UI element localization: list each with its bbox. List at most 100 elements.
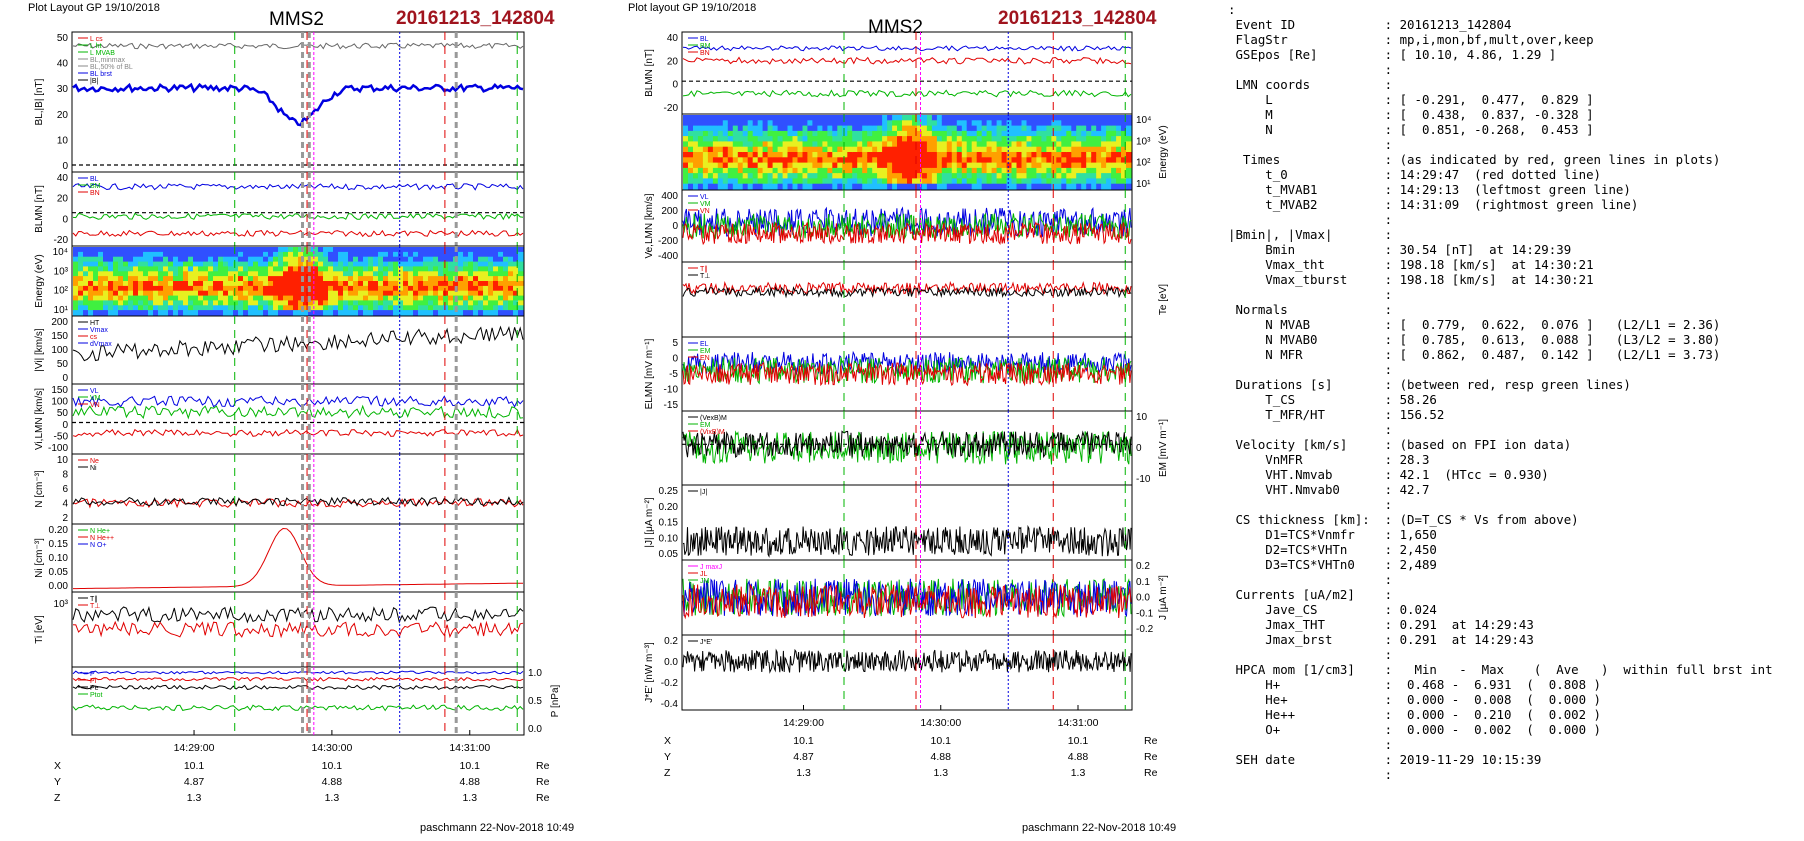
spectro-cell [717, 162, 724, 169]
legend-entry: JM [700, 578, 710, 585]
spectro-cell [373, 305, 379, 311]
spectro-cell [393, 310, 399, 316]
spectro-cell [73, 266, 79, 272]
spectro-cell [428, 290, 434, 297]
spectro-cell [693, 115, 699, 121]
spectro-cell [787, 130, 793, 137]
tick-label: 10⁴ [53, 247, 68, 258]
spectro-cell [193, 256, 199, 263]
tick-label: 400 [661, 191, 678, 202]
spectro-cell [1021, 115, 1027, 121]
spectro-cell [488, 285, 494, 292]
spectro-cell [877, 120, 883, 127]
spectro-cell [293, 271, 299, 277]
spectro-cell [897, 115, 903, 121]
spectro-cell [298, 251, 304, 258]
coord-unit: Re [1144, 767, 1158, 779]
spectro-cell [777, 183, 784, 190]
spectro-cell [936, 152, 943, 158]
spectro-cell [777, 115, 784, 121]
tick-label: 0 [672, 80, 678, 91]
spectro-cell [892, 120, 898, 127]
spectro-cell [742, 167, 749, 174]
spectro-cell [318, 261, 324, 267]
spectro-cell [293, 290, 299, 297]
spectro-cell [1086, 115, 1092, 121]
panel-frame [681, 634, 1133, 711]
spectro-cell [1121, 146, 1127, 153]
spectro-cell [1086, 178, 1092, 185]
spectro-cell [847, 173, 853, 179]
spectro-cell [148, 256, 154, 263]
spectro-cell [418, 251, 424, 258]
spectro-cell [926, 141, 933, 148]
axis-label: Te [eV] [1158, 284, 1169, 315]
spectro-cell [966, 173, 973, 179]
data-trace [682, 212, 1132, 240]
spectro-cell [348, 247, 354, 253]
spectro-cell [951, 183, 958, 190]
spectro-cell [1121, 157, 1127, 164]
spectro-cell [328, 290, 334, 297]
spectro-cell [1101, 136, 1107, 142]
spectro-cell [198, 276, 204, 282]
spectro-cell [218, 256, 224, 263]
spectro-cell [1026, 115, 1032, 121]
spectro-cell [508, 247, 514, 253]
spectro-cell [802, 120, 808, 127]
spectro-cell [1106, 146, 1112, 153]
spectro-cell [403, 310, 409, 316]
spectro-cell [1006, 141, 1013, 148]
spectro-cell [448, 261, 454, 267]
spectro-cell [1081, 115, 1087, 121]
spectro-cell [268, 300, 274, 306]
axis-label: BLMN [nT] [34, 185, 45, 233]
spectro-cell [168, 276, 174, 282]
spectro-cell [278, 310, 284, 316]
legend-entry: N He+ [90, 528, 110, 535]
spectro-cell [113, 295, 119, 301]
spectro-cell [1061, 125, 1067, 132]
spectro-cell [363, 305, 369, 311]
spectro-cell [388, 285, 394, 292]
spectro-cell [88, 256, 94, 263]
spectro-cell [343, 305, 349, 311]
spectro-cell [693, 125, 699, 132]
spectro-cell [373, 310, 379, 316]
spectro-cell [1061, 167, 1067, 174]
spectro-cell [1041, 183, 1047, 190]
spectro-cell [792, 167, 798, 174]
spectro-cell [443, 247, 449, 253]
spectro-cell [862, 120, 868, 127]
spectro-cell [752, 162, 759, 169]
spectro-cell [353, 256, 359, 263]
spectro-cell [1051, 146, 1057, 153]
spectro-cell [438, 295, 444, 301]
tick-label: 0.0 [664, 657, 678, 668]
spectro-cell [78, 295, 84, 301]
spectro-cell [892, 141, 898, 148]
spectro-cell [817, 167, 823, 174]
spectro-cell [1016, 120, 1022, 127]
spectro-cell [762, 115, 769, 121]
spectro-cell [218, 310, 224, 316]
spectro-cell [862, 173, 868, 179]
spectro-cell [313, 281, 319, 287]
spectro-cell [857, 157, 863, 164]
tick-label: 0 [1136, 443, 1142, 454]
spectro-cell [827, 173, 833, 179]
spectro-cell [168, 256, 174, 263]
spectro-cell [488, 276, 494, 282]
spectro-cell [1021, 130, 1027, 137]
spectro-cell [188, 251, 194, 258]
spectro-cell [702, 115, 709, 121]
spectro-cell [373, 247, 379, 253]
spectro-cell [1126, 125, 1132, 132]
spectro-cell [518, 300, 524, 306]
spectro-cell [98, 290, 104, 297]
spectro-cell [712, 146, 719, 153]
spectro-cell [747, 141, 754, 148]
spectro-cell [807, 141, 813, 148]
data-trace [682, 206, 1132, 237]
spectro-cell [872, 162, 878, 169]
